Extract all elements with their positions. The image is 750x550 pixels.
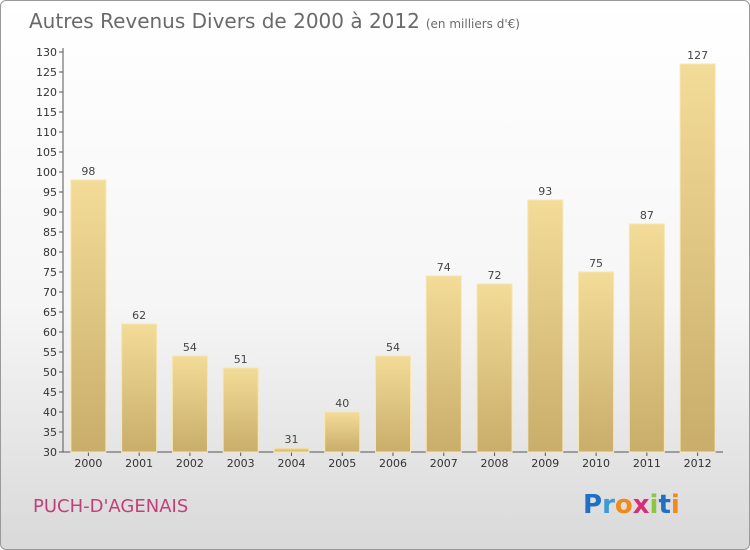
logo-letter: P bbox=[583, 490, 603, 520]
logo-letter: t bbox=[658, 490, 671, 520]
y-tick-label: 110 bbox=[36, 126, 57, 139]
x-tick-label: 2004 bbox=[277, 457, 305, 470]
y-tick-label: 30 bbox=[43, 446, 57, 459]
y-tick-label: 80 bbox=[43, 246, 57, 259]
x-tick-label: 2003 bbox=[227, 457, 255, 470]
chart-title-text: Autres Revenus Divers de 2000 à 2012 bbox=[29, 9, 420, 33]
location-name: PUCH-D'AGENAIS bbox=[33, 496, 189, 517]
bar-value-label: 40 bbox=[335, 397, 349, 410]
logo-letter: r bbox=[602, 490, 615, 520]
y-tick-label: 70 bbox=[43, 286, 57, 299]
bar-value-label: 51 bbox=[234, 353, 248, 366]
bar bbox=[628, 223, 665, 453]
bar-value-label: 72 bbox=[488, 269, 502, 282]
y-tick-label: 60 bbox=[43, 326, 57, 339]
y-tick-label: 55 bbox=[43, 346, 57, 359]
bar bbox=[578, 271, 615, 453]
x-tick-label: 2010 bbox=[582, 457, 610, 470]
bar bbox=[222, 367, 259, 453]
x-tick-label: 2009 bbox=[531, 457, 559, 470]
bar-value-label: 54 bbox=[386, 341, 400, 354]
x-tick-label: 2006 bbox=[379, 457, 407, 470]
y-tick-label: 105 bbox=[36, 146, 57, 159]
y-tick-label: 130 bbox=[36, 46, 57, 59]
x-tick-label: 2012 bbox=[684, 457, 712, 470]
x-tick-label: 2007 bbox=[430, 457, 458, 470]
x-tick-label: 2011 bbox=[633, 457, 661, 470]
bar bbox=[273, 447, 310, 453]
chart-title: Autres Revenus Divers de 2000 à 2012 (en … bbox=[29, 9, 520, 33]
proxiti-logo: Proxiti bbox=[583, 490, 680, 520]
x-tick-label: 2000 bbox=[74, 457, 102, 470]
chart-subtitle: (en milliers d'€) bbox=[425, 17, 520, 31]
bar-value-label: 127 bbox=[687, 49, 708, 62]
y-tick-label: 85 bbox=[43, 226, 57, 239]
y-tick-label: 75 bbox=[43, 266, 57, 279]
y-tick-label: 95 bbox=[43, 186, 57, 199]
bar-value-label: 31 bbox=[284, 433, 298, 446]
bar bbox=[425, 275, 462, 453]
logo-letter: i bbox=[670, 490, 680, 520]
y-tick-label: 120 bbox=[36, 86, 57, 99]
x-tick-label: 2001 bbox=[125, 457, 153, 470]
x-tick-label: 2005 bbox=[328, 457, 356, 470]
bar bbox=[527, 199, 564, 453]
bar-value-label: 75 bbox=[589, 257, 603, 270]
bar-value-label: 54 bbox=[183, 341, 197, 354]
bar bbox=[70, 179, 107, 453]
y-tick-label: 45 bbox=[43, 386, 57, 399]
y-tick-label: 50 bbox=[43, 366, 57, 379]
bar-value-label: 93 bbox=[538, 185, 552, 198]
bar bbox=[171, 355, 208, 453]
y-tick-label: 35 bbox=[43, 426, 57, 439]
bar bbox=[121, 323, 158, 453]
logo-letter: x bbox=[632, 490, 650, 520]
bar-value-label: 87 bbox=[640, 209, 654, 222]
x-tick-label: 2002 bbox=[176, 457, 204, 470]
bar-value-label: 62 bbox=[132, 309, 146, 322]
x-tick-label: 2008 bbox=[481, 457, 509, 470]
y-tick-label: 90 bbox=[43, 206, 57, 219]
bar-value-label: 74 bbox=[437, 261, 451, 274]
y-tick-label: 125 bbox=[36, 66, 57, 79]
bar bbox=[324, 411, 361, 453]
bar-value-label: 98 bbox=[81, 165, 95, 178]
bar bbox=[679, 63, 716, 453]
bar bbox=[375, 355, 411, 453]
y-tick-label: 65 bbox=[43, 306, 57, 319]
y-tick-label: 100 bbox=[36, 166, 57, 179]
logo-letter: i bbox=[649, 490, 659, 520]
y-tick-label: 40 bbox=[43, 406, 57, 419]
y-tick-label: 115 bbox=[36, 106, 57, 119]
bar bbox=[476, 283, 513, 453]
logo-letter: o bbox=[614, 490, 633, 520]
